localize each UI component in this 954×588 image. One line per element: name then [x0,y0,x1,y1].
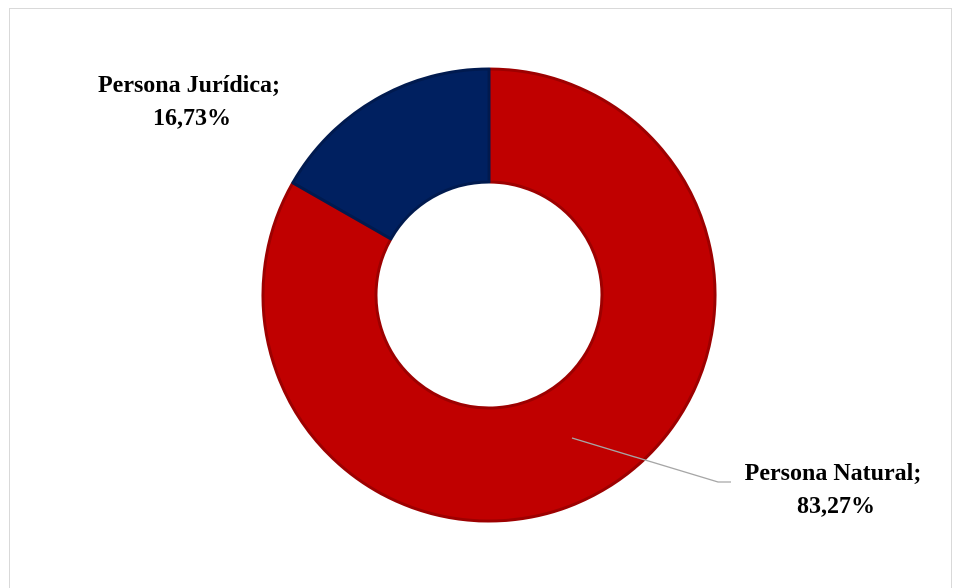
slice-label-persona-natural: Persona Natural; 83,27% [745,460,928,519]
slices-group [261,67,717,523]
leader-line-persona-natural [571,437,731,483]
leader-lines-group [571,437,731,483]
slice-label-persona-juridica: Persona Jurídica; 16,73% [98,72,286,131]
slice-persona-juridica [291,67,491,241]
slice-persona-natural [261,67,717,523]
